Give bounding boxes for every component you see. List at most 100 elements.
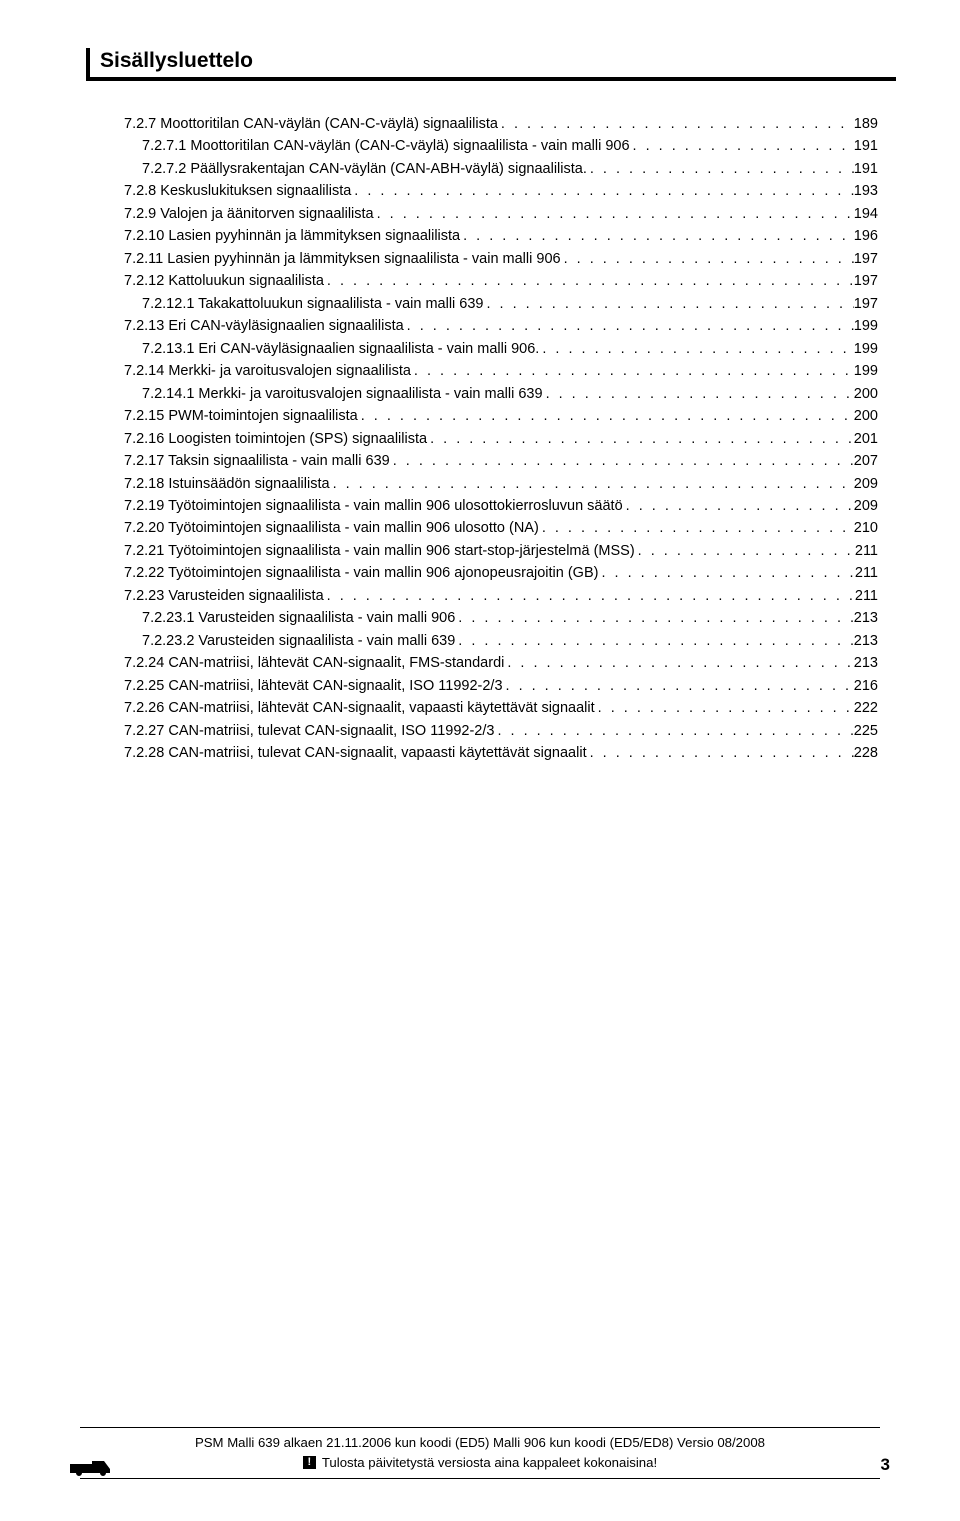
toc-leader-dots: . . . . . . . . . . . . . . . . . . . . … [539, 517, 854, 539]
toc-page: 197 [854, 248, 878, 270]
footer-line-2: ! Tulosta päivitetystä versiosta aina ka… [303, 1454, 657, 1472]
toc-row: 7.2.23.2 Varusteiden signaalilista - vai… [102, 630, 878, 652]
toc-leader-dots: . . . . . . . . . . . . . . . . . . . . … [427, 428, 854, 450]
toc-leader-dots: . . . . . . . . . . . . . . . . . . . . … [374, 203, 854, 225]
toc-row: 7.2.18 Istuinsäädön signaalilista . . . … [102, 473, 878, 495]
toc-row: 7.2.21 Työtoimintojen signaalilista - va… [102, 540, 878, 562]
toc-page: 200 [854, 405, 878, 427]
toc-leader-dots: . . . . . . . . . . . . . . . . . . . . … [324, 270, 854, 292]
toc-row: 7.2.11 Lasien pyyhinnän ja lämmityksen s… [102, 248, 878, 270]
toc-row: 7.2.9 Valojen ja äänitorven signaalilist… [102, 203, 878, 225]
toc-label: 7.2.7 Moottoritilan CAN-väylän (CAN-C-vä… [124, 113, 498, 135]
toc-leader-dots: . . . . . . . . . . . . . . . . . . . . … [351, 180, 854, 202]
toc-label: 7.2.23 Varusteiden signaalilista [124, 585, 324, 607]
toc-leader-dots: . . . . . . . . . . . . . . . . . . . . … [623, 495, 854, 517]
toc-leader-dots: . . . . . . . . . . . . . . . . . . . . … [455, 607, 854, 629]
toc-row: 7.2.10 Lasien pyyhinnän ja lämmityksen s… [102, 225, 878, 247]
footer-line-2-text: Tulosta päivitetystä versiosta aina kapp… [322, 1454, 657, 1472]
toc-label: 7.2.26 CAN-matriisi, lähtevät CAN-signaa… [124, 697, 595, 719]
toc-row: 7.2.25 CAN-matriisi, lähtevät CAN-signaa… [102, 675, 878, 697]
toc-row: 7.2.19 Työtoimintojen signaalilista - va… [102, 495, 878, 517]
toc-page: 200 [854, 383, 878, 405]
toc-row: 7.2.28 CAN-matriisi, tulevat CAN-signaal… [102, 742, 878, 764]
toc-row: 7.2.8 Keskuslukituksen signaalilista . .… [102, 180, 878, 202]
toc-leader-dots: . . . . . . . . . . . . . . . . . . . . … [635, 540, 855, 562]
toc-row: 7.2.22 Työtoimintojen signaalilista - va… [102, 562, 878, 584]
toc-row: 7.2.20 Työtoimintojen signaalilista - va… [102, 517, 878, 539]
table-of-contents: 7.2.7 Moottoritilan CAN-väylän (CAN-C-vä… [102, 113, 878, 765]
toc-leader-dots: . . . . . . . . . . . . . . . . . . . . … [561, 248, 854, 270]
toc-leader-dots: . . . . . . . . . . . . . . . . . . . . … [598, 562, 854, 584]
toc-label: 7.2.8 Keskuslukituksen signaalilista [124, 180, 351, 202]
toc-row: 7.2.13 Eri CAN-väyläsignaalien signaalil… [102, 315, 878, 337]
footer-box: PSM Malli 639 alkaen 21.11.2006 kun kood… [80, 1427, 880, 1479]
toc-label: 7.2.9 Valojen ja äänitorven signaalilist… [124, 203, 374, 225]
toc-leader-dots: . . . . . . . . . . . . . . . . . . . . … [404, 315, 854, 337]
toc-page: 191 [854, 135, 878, 157]
toc-label: 7.2.21 Työtoimintojen signaalilista - va… [124, 540, 635, 562]
toc-label: 7.2.12 Kattoluukun signaalilista [124, 270, 324, 292]
toc-label: 7.2.25 CAN-matriisi, lähtevät CAN-signaa… [124, 675, 503, 697]
toc-row: 7.2.23.1 Varusteiden signaalilista - vai… [102, 607, 878, 629]
toc-page: 194 [854, 203, 878, 225]
toc-label: 7.2.22 Työtoimintojen signaalilista - va… [124, 562, 598, 584]
toc-page: 225 [854, 720, 878, 742]
toc-page: 222 [854, 697, 878, 719]
toc-row: 7.2.16 Loogisten toimintojen (SPS) signa… [102, 428, 878, 450]
toc-leader-dots: . . . . . . . . . . . . . . . . . . . . … [484, 293, 854, 315]
toc-label: 7.2.27 CAN-matriisi, tulevat CAN-signaal… [124, 720, 494, 742]
toc-row: 7.2.23 Varusteiden signaalilista . . . .… [102, 585, 878, 607]
toc-leader-dots: . . . . . . . . . . . . . . . . . . . . … [587, 742, 854, 764]
toc-leader-dots: . . . . . . . . . . . . . . . . . . . . … [494, 720, 853, 742]
toc-page: 211 [855, 585, 878, 607]
toc-leader-dots: . . . . . . . . . . . . . . . . . . . . … [595, 697, 854, 719]
footer-line-1: PSM Malli 639 alkaen 21.11.2006 kun kood… [80, 1434, 880, 1452]
toc-page: 199 [854, 338, 878, 360]
toc-page: 197 [854, 293, 878, 315]
toc-page: 199 [854, 360, 878, 382]
toc-page: 209 [854, 495, 878, 517]
toc-page: 213 [854, 630, 878, 652]
toc-leader-dots: . . . . . . . . . . . . . . . . . . . . … [587, 158, 854, 180]
toc-label: 7.2.13 Eri CAN-väyläsignaalien signaalil… [124, 315, 404, 337]
toc-label: 7.2.7.2 Päällysrakentajan CAN-väylän (CA… [142, 158, 587, 180]
toc-leader-dots: . . . . . . . . . . . . . . . . . . . . … [324, 585, 855, 607]
toc-page: 197 [854, 270, 878, 292]
toc-leader-dots: . . . . . . . . . . . . . . . . . . . . … [543, 383, 854, 405]
toc-leader-dots: . . . . . . . . . . . . . . . . . . . . … [390, 450, 854, 472]
toc-page: 189 [854, 113, 878, 135]
toc-leader-dots: . . . . . . . . . . . . . . . . . . . . … [504, 652, 853, 674]
toc-label: 7.2.7.1 Moottoritilan CAN-väylän (CAN-C-… [142, 135, 630, 157]
toc-page: 211 [855, 540, 878, 562]
title-tab: Sisällysluettelo [86, 48, 265, 81]
toc-label: 7.2.18 Istuinsäädön signaalilista [124, 473, 330, 495]
toc-page: 193 [854, 180, 878, 202]
toc-page: 207 [854, 450, 878, 472]
toc-page: 211 [855, 562, 878, 584]
toc-row: 7.2.14 Merkki- ja varoitusvalojen signaa… [102, 360, 878, 382]
toc-label: 7.2.23.2 Varusteiden signaalilista - vai… [142, 630, 455, 652]
warning-icon: ! [303, 1456, 316, 1469]
toc-label: 7.2.28 CAN-matriisi, tulevat CAN-signaal… [124, 742, 587, 764]
toc-label: 7.2.15 PWM-toimintojen signaalilista [124, 405, 358, 427]
toc-row: 7.2.24 CAN-matriisi, lähtevät CAN-signaa… [102, 652, 878, 674]
toc-row: 7.2.27 CAN-matriisi, tulevat CAN-signaal… [102, 720, 878, 742]
toc-leader-dots: . . . . . . . . . . . . . . . . . . . . … [330, 473, 854, 495]
toc-row: 7.2.7.1 Moottoritilan CAN-väylän (CAN-C-… [102, 135, 878, 157]
toc-label: 7.2.11 Lasien pyyhinnän ja lämmityksen s… [124, 248, 561, 270]
toc-row: 7.2.14.1 Merkki- ja varoitusvalojen sign… [102, 383, 878, 405]
toc-leader-dots: . . . . . . . . . . . . . . . . . . . . … [630, 135, 854, 157]
toc-row: 7.2.12.1 Takakattoluukun signaalilista -… [102, 293, 878, 315]
toc-leader-dots: . . . . . . . . . . . . . . . . . . . . … [411, 360, 854, 382]
toc-page: 216 [854, 675, 878, 697]
toc-row: 7.2.26 CAN-matriisi, lähtevät CAN-signaa… [102, 697, 878, 719]
toc-page: 209 [854, 473, 878, 495]
toc-row: 7.2.17 Taksin signaalilista - vain malli… [102, 450, 878, 472]
toc-page: 228 [854, 742, 878, 764]
toc-leader-dots: . . . . . . . . . . . . . . . . . . . . … [503, 675, 854, 697]
toc-label: 7.2.20 Työtoimintojen signaalilista - va… [124, 517, 539, 539]
toc-label: 7.2.13.1 Eri CAN-väyläsignaalien signaal… [142, 338, 539, 360]
footer: PSM Malli 639 alkaen 21.11.2006 kun kood… [0, 1427, 960, 1479]
toc-label: 7.2.16 Loogisten toimintojen (SPS) signa… [124, 428, 427, 450]
toc-page: 213 [854, 652, 878, 674]
